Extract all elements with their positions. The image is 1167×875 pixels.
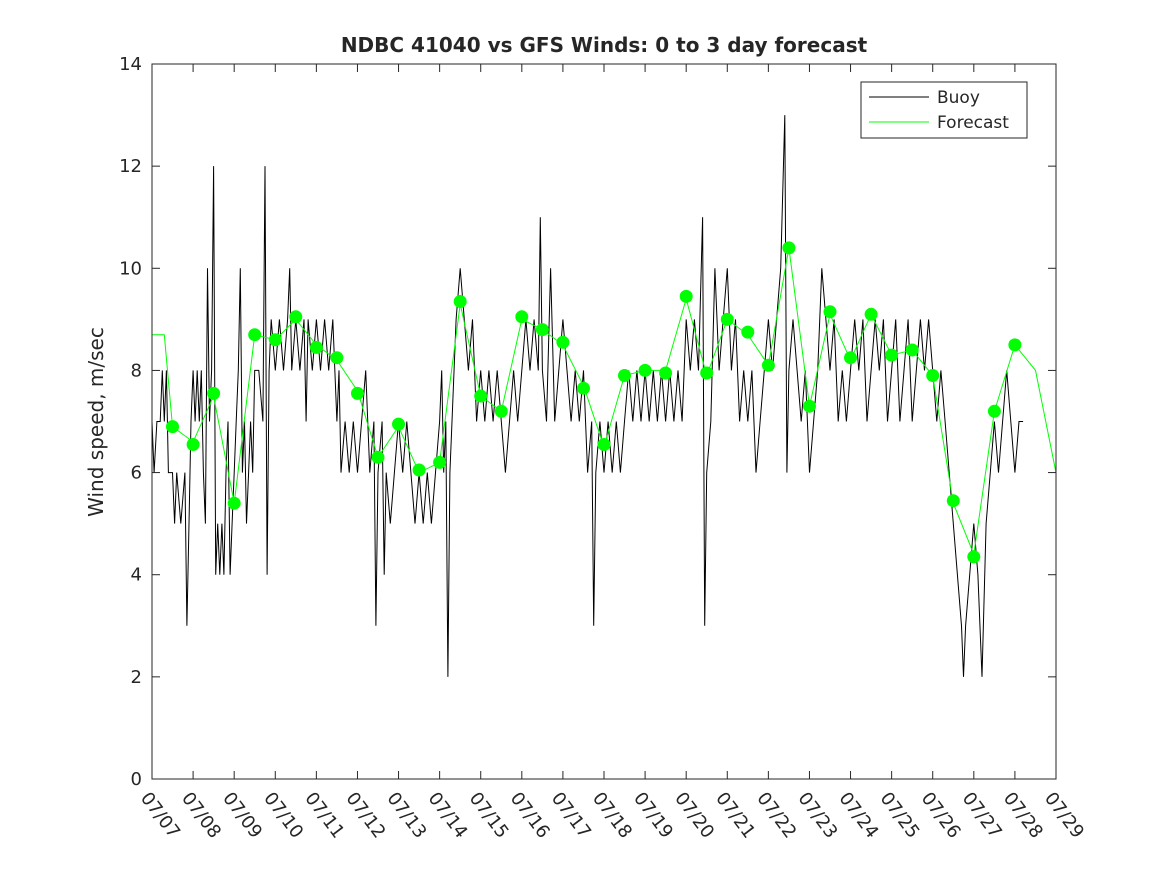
y-tick-label: 4	[131, 565, 142, 586]
plot-area	[152, 64, 1056, 779]
analysis-point	[433, 455, 447, 469]
analysis-point	[186, 438, 200, 451]
chart-title: NDBC 41040 vs GFS Winds: 0 to 3 day fore…	[341, 33, 868, 57]
analysis-point	[967, 550, 981, 564]
y-tick-label: 8	[131, 360, 142, 381]
analysis-point	[309, 340, 323, 354]
analysis-point	[330, 351, 344, 365]
y-tick-label: 12	[119, 156, 142, 177]
y-axis-label: Wind speed, m/sec	[84, 327, 108, 517]
analysis-point	[371, 450, 385, 464]
y-tick-label: 6	[131, 463, 142, 484]
analysis-point	[535, 323, 549, 337]
analysis-point	[597, 438, 611, 451]
analysis-point	[905, 343, 919, 357]
y-tick-label: 2	[131, 667, 142, 688]
analysis-point	[494, 404, 508, 418]
y-tick-label: 0	[131, 769, 142, 790]
legend: Buoy Forecast	[860, 81, 1028, 139]
analysis-point	[823, 305, 837, 319]
analysis-point	[885, 348, 899, 362]
analysis-point	[227, 496, 241, 510]
analysis-point	[700, 366, 714, 380]
analysis-point	[1008, 338, 1022, 352]
analysis-point	[782, 241, 796, 255]
analysis-point	[515, 310, 529, 324]
y-tick-label: 14	[119, 54, 142, 75]
legend-label-forecast: Forecast	[937, 113, 1009, 133]
analysis-point	[844, 351, 857, 365]
analysis-point	[474, 389, 488, 403]
series-line-buoy	[151, 115, 1024, 677]
analysis-point	[166, 420, 179, 434]
analysis-point	[248, 328, 262, 342]
analysis-point	[679, 289, 693, 303]
analysis-point	[207, 386, 221, 400]
analysis-point	[453, 295, 467, 308]
analysis-point	[577, 381, 590, 395]
analysis-point	[946, 494, 960, 508]
analysis-point	[289, 310, 303, 324]
series-line-forecast	[152, 247, 1057, 557]
analysis-point	[803, 399, 816, 413]
analysis-point	[761, 358, 775, 372]
analysis-point	[720, 312, 734, 326]
analysis-point	[392, 417, 405, 431]
analysis-point	[987, 404, 1001, 418]
analysis-point	[556, 335, 570, 349]
analysis-points-layer	[166, 241, 1022, 564]
analysis-point	[268, 333, 282, 347]
analysis-point	[926, 369, 940, 382]
analysis-point	[412, 463, 426, 477]
legend-label-buoy: Buoy	[937, 88, 980, 108]
y-tick-label: 10	[119, 258, 142, 279]
analysis-point	[618, 369, 631, 382]
analysis-point	[741, 325, 755, 339]
analysis-point	[638, 363, 652, 377]
analysis-point	[864, 307, 878, 321]
analysis-point	[659, 366, 673, 380]
series-layer	[151, 115, 1057, 677]
legend-box	[860, 81, 1028, 139]
analysis-point	[351, 386, 364, 400]
